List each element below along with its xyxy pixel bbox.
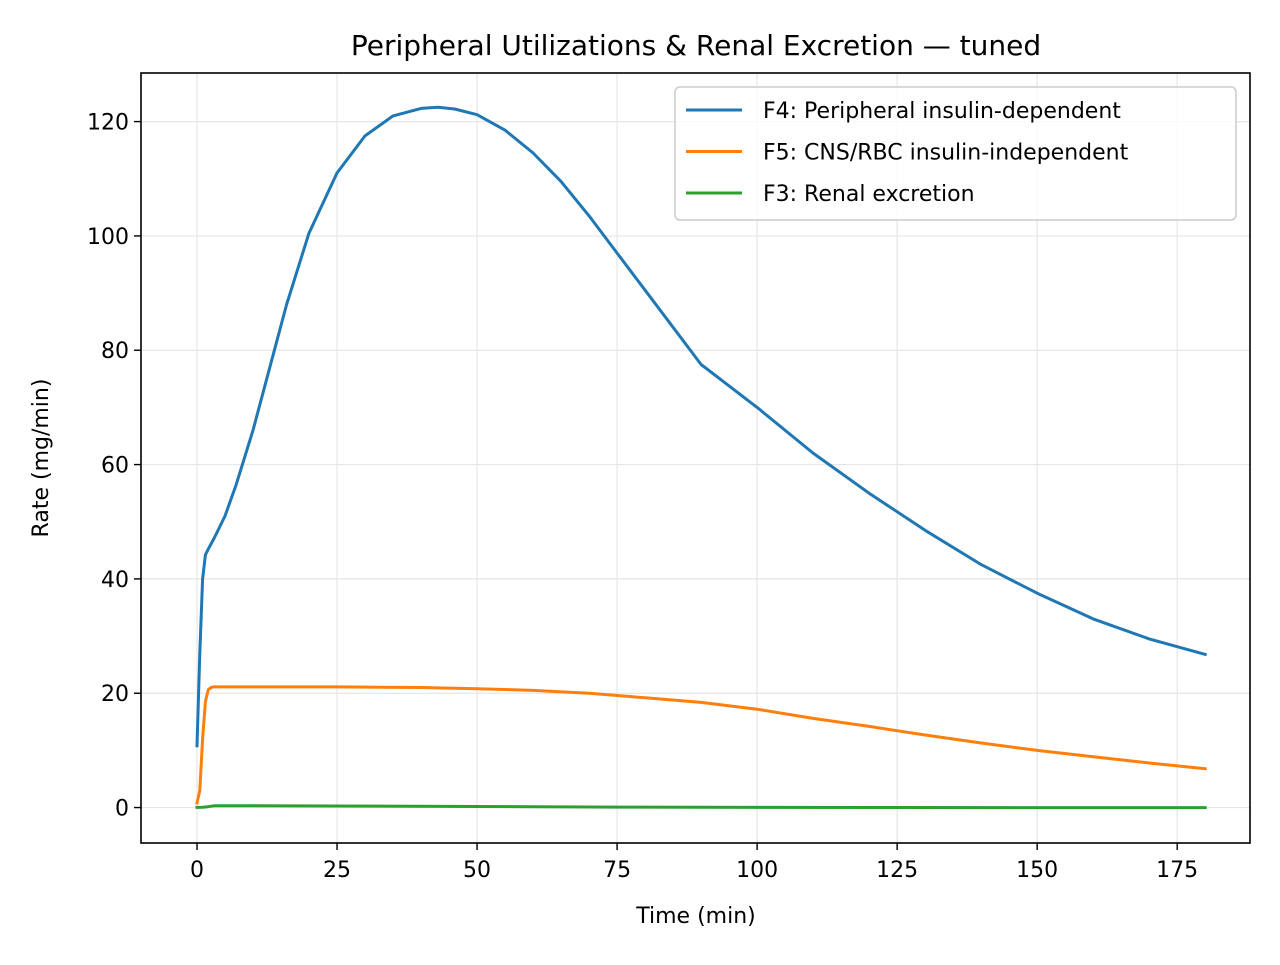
series-line-1 bbox=[195, 105, 1208, 748]
y-tick-label: 60 bbox=[101, 454, 129, 479]
chart-title: Peripheral Utilizations & Renal Excretio… bbox=[351, 29, 1041, 62]
series-lines bbox=[195, 105, 1208, 810]
legend-label: F5: CNS/RBC insulin-independent bbox=[763, 141, 1129, 166]
x-tick-label: 50 bbox=[463, 858, 491, 883]
legend-label: F3: Renal excretion bbox=[763, 182, 975, 207]
y-axis-label: Rate (mg/min) bbox=[29, 379, 54, 538]
y-tick-label: 0 bbox=[115, 797, 129, 822]
x-tick-label: 100 bbox=[736, 858, 778, 883]
x-axis-label: Time (min) bbox=[635, 904, 756, 929]
plot-frame bbox=[140, 72, 1251, 844]
x-tick-label: 125 bbox=[876, 858, 918, 883]
y-tick-label: 80 bbox=[101, 339, 129, 364]
legend: F4: Peripheral insulin-dependent F5: CNS/… bbox=[674, 86, 1237, 221]
x-tick-label: 175 bbox=[1156, 858, 1198, 883]
axis-ticks: 0 25 50 75 100 125 150 175 0 20 40 60 80 100 120 bbox=[87, 111, 1198, 883]
x-tick-label: 75 bbox=[603, 858, 631, 883]
y-tick-label: 100 bbox=[87, 225, 129, 250]
x-tick-label: 25 bbox=[323, 858, 351, 883]
legend-box bbox=[674, 86, 1237, 221]
series-line-2 bbox=[195, 685, 1207, 805]
series-line-3 bbox=[195, 804, 1207, 810]
x-tick-label: 0 bbox=[190, 858, 204, 883]
legend-label: F4: Peripheral insulin-dependent bbox=[763, 99, 1121, 124]
y-tick-label: 40 bbox=[101, 568, 129, 593]
x-tick-label: 150 bbox=[1016, 858, 1058, 883]
y-tick-label: 120 bbox=[87, 111, 129, 136]
y-tick-label: 20 bbox=[101, 682, 129, 707]
